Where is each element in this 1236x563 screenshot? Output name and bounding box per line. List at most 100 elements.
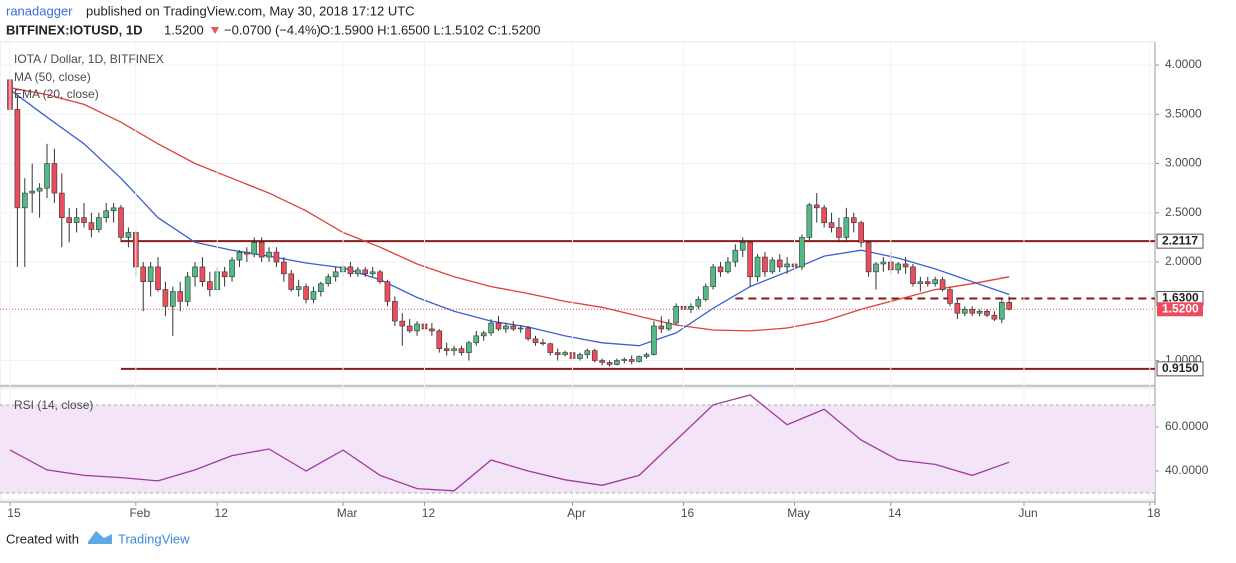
- candle-body: [754, 256, 761, 278]
- symbol: BITFINEX:IOTUSD, 1D: [6, 22, 143, 37]
- y-tick-label: 2.5000: [1165, 205, 1202, 219]
- last-price: 1.5200: [164, 22, 204, 37]
- y-tick-label: 4.0000: [1165, 57, 1202, 71]
- candle-body: [880, 261, 887, 265]
- last-price-box: [1157, 302, 1203, 317]
- candle-body: [310, 291, 317, 300]
- rsi-band: [0, 404, 1155, 493]
- candle-body: [392, 301, 398, 322]
- candle-body: [984, 310, 990, 316]
- candle-body: [762, 256, 768, 273]
- candle-body: [895, 263, 901, 271]
- candle-body: [199, 266, 206, 282]
- candle-body: [44, 163, 50, 189]
- candle-body: [177, 291, 184, 302]
- candle-body: [362, 269, 369, 275]
- candle-body: [170, 291, 176, 307]
- footer-created: Created with: [6, 531, 79, 546]
- candle-body: [251, 242, 258, 255]
- candle-body: [710, 266, 716, 287]
- candle-body: [332, 271, 339, 278]
- x-tick-label: Jun: [1018, 506, 1037, 520]
- candle-body: [828, 222, 835, 228]
- candle-body: [1006, 302, 1012, 310]
- candle-body: [295, 286, 302, 290]
- candle-body: [503, 325, 509, 330]
- level-label: 0.9150: [1162, 361, 1199, 375]
- plot-area: [0, 394, 1155, 494]
- candle-body: [369, 271, 376, 275]
- candle-body: [406, 325, 413, 332]
- candle-body: [118, 207, 124, 238]
- footer-brand[interactable]: TradingView: [118, 531, 190, 546]
- candle-body: [658, 325, 665, 330]
- candle-body: [14, 109, 21, 209]
- pane-0: 4.00003.50003.00002.50002.00001.0000IOTA…: [0, 52, 1204, 377]
- candle-body: [266, 251, 272, 258]
- candle-body: [147, 266, 154, 282]
- candle-body: [510, 325, 517, 330]
- candle-body: [702, 286, 709, 300]
- candle-body: [355, 269, 361, 275]
- y-tick-label: 2.0000: [1165, 254, 1202, 268]
- candle-body: [288, 273, 295, 290]
- candle-body: [110, 207, 117, 212]
- candle-body: [192, 266, 198, 278]
- candle-body: [162, 289, 169, 307]
- candle-body: [821, 207, 827, 223]
- candle-body: [303, 286, 309, 300]
- candle-body: [813, 204, 820, 209]
- candle-body: [473, 335, 480, 344]
- pane-title: RSI (14, close): [14, 398, 93, 412]
- candle-body: [451, 348, 457, 351]
- candle-body: [924, 281, 931, 284]
- candle-body: [480, 332, 487, 337]
- published-note: published on TradingView.com, May 30, 20…: [86, 3, 415, 18]
- candle-body: [51, 163, 58, 194]
- candle-body: [621, 359, 628, 361]
- x-tick-label: 12: [215, 506, 229, 520]
- candle-body: [643, 354, 650, 357]
- candle-body: [532, 338, 539, 344]
- candle-body: [998, 302, 1005, 320]
- candle-body: [969, 308, 975, 314]
- candle-body: [562, 352, 568, 355]
- candle-body: [954, 303, 961, 314]
- candle-body: [103, 210, 110, 218]
- candle-body: [961, 308, 968, 314]
- candle-body: [717, 266, 724, 273]
- candle-body: [865, 242, 872, 273]
- candle-body: [932, 279, 938, 284]
- candle-body: [88, 222, 95, 230]
- candle-body: [281, 261, 287, 275]
- candle-body: [606, 362, 613, 365]
- candle-body: [36, 187, 43, 192]
- candle-body: [318, 283, 324, 292]
- candle-body: [799, 237, 805, 268]
- pane-title: IOTA / Dollar, 1D, BITFINEX: [14, 52, 164, 66]
- candle-body: [843, 217, 850, 238]
- candle-body: [910, 266, 916, 284]
- candle-body: [850, 217, 857, 223]
- legend-entry: EMA (20, close): [14, 87, 99, 101]
- candle-body: [636, 356, 642, 362]
- indicator-line: [9, 89, 1010, 347]
- candle-body: [399, 320, 406, 327]
- candle-body: [347, 266, 354, 275]
- candle-body: [577, 354, 583, 359]
- candle-body: [81, 217, 87, 223]
- candle-body: [466, 342, 472, 353]
- publisher[interactable]: ranadagger: [6, 3, 73, 18]
- candle-body: [96, 217, 102, 230]
- level-label: 1.6300: [1162, 291, 1199, 305]
- candle-body: [429, 328, 435, 332]
- ohlc: O:1.5900 H:1.6500 L:1.5102 C:1.5200: [320, 22, 540, 37]
- candle-body: [732, 249, 739, 263]
- candle-body: [29, 190, 35, 194]
- candle-body: [414, 323, 420, 332]
- candle-body: [651, 325, 657, 355]
- candle-body: [688, 306, 694, 310]
- candle-body: [236, 251, 243, 261]
- candle-body: [614, 360, 620, 365]
- candle-body: [902, 263, 909, 268]
